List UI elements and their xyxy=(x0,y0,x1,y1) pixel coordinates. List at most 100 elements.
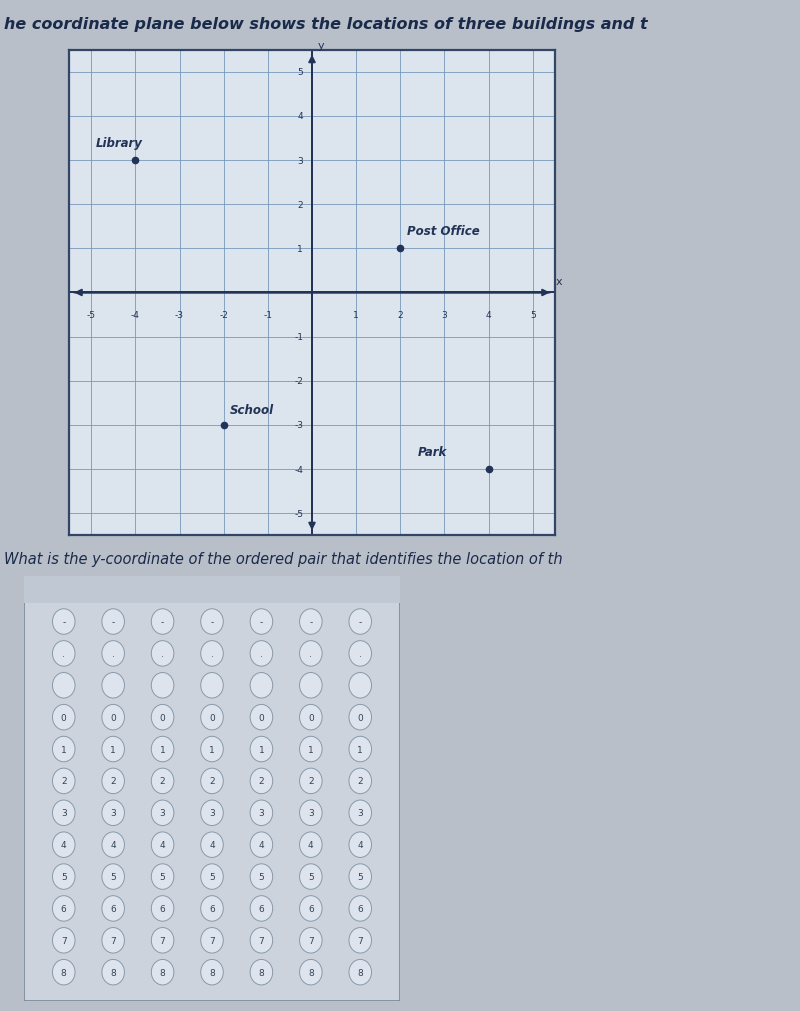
Circle shape xyxy=(299,864,322,890)
Text: 2: 2 xyxy=(61,776,66,786)
Text: 4: 4 xyxy=(358,840,363,849)
Circle shape xyxy=(349,928,371,953)
Circle shape xyxy=(349,959,371,985)
Circle shape xyxy=(53,959,75,985)
Circle shape xyxy=(201,768,223,794)
Text: 2: 2 xyxy=(398,310,403,319)
Text: 1: 1 xyxy=(358,745,363,754)
Text: 3: 3 xyxy=(258,809,264,818)
Circle shape xyxy=(349,673,371,699)
Text: 0: 0 xyxy=(358,713,363,722)
Circle shape xyxy=(53,641,75,666)
Circle shape xyxy=(151,641,174,666)
Text: 0: 0 xyxy=(258,713,264,722)
Circle shape xyxy=(53,673,75,699)
Text: 7: 7 xyxy=(358,936,363,945)
Text: 3: 3 xyxy=(209,809,215,818)
Circle shape xyxy=(299,832,322,857)
Circle shape xyxy=(250,832,273,857)
Text: 4: 4 xyxy=(110,840,116,849)
Circle shape xyxy=(250,641,273,666)
Circle shape xyxy=(151,801,174,826)
Circle shape xyxy=(102,864,125,890)
Text: Post Office: Post Office xyxy=(407,225,480,238)
Text: y: y xyxy=(318,41,324,52)
Text: School: School xyxy=(230,403,274,417)
Circle shape xyxy=(53,801,75,826)
Text: he coordinate plane below shows the locations of three buildings and t: he coordinate plane below shows the loca… xyxy=(4,17,648,32)
Text: 8: 8 xyxy=(160,968,166,977)
Circle shape xyxy=(151,864,174,890)
Circle shape xyxy=(201,928,223,953)
Text: -: - xyxy=(161,618,164,627)
Circle shape xyxy=(201,896,223,921)
Bar xyxy=(24,576,400,604)
Circle shape xyxy=(349,801,371,826)
Circle shape xyxy=(151,610,174,635)
Text: 2: 2 xyxy=(298,200,303,209)
Text: 4: 4 xyxy=(160,840,166,849)
Circle shape xyxy=(349,737,371,762)
Text: 3: 3 xyxy=(110,809,116,818)
Circle shape xyxy=(53,705,75,730)
Text: 5: 5 xyxy=(160,872,166,882)
Circle shape xyxy=(299,610,322,635)
Text: 4: 4 xyxy=(258,840,264,849)
Text: 7: 7 xyxy=(160,936,166,945)
Text: 5: 5 xyxy=(61,872,66,882)
Text: 5: 5 xyxy=(110,872,116,882)
Text: -4: -4 xyxy=(294,465,303,474)
Circle shape xyxy=(201,959,223,985)
Text: 3: 3 xyxy=(358,809,363,818)
Circle shape xyxy=(349,768,371,794)
Text: 2: 2 xyxy=(209,776,215,786)
Text: Park: Park xyxy=(418,446,447,459)
Circle shape xyxy=(201,641,223,666)
Text: 8: 8 xyxy=(258,968,264,977)
Circle shape xyxy=(102,641,125,666)
Text: .: . xyxy=(112,649,114,658)
Circle shape xyxy=(250,737,273,762)
Text: 6: 6 xyxy=(110,904,116,913)
Circle shape xyxy=(53,768,75,794)
Circle shape xyxy=(299,705,322,730)
Text: .: . xyxy=(359,649,362,658)
Text: Library: Library xyxy=(96,136,142,150)
Text: 2: 2 xyxy=(160,776,166,786)
Circle shape xyxy=(299,928,322,953)
Circle shape xyxy=(102,896,125,921)
Text: 8: 8 xyxy=(209,968,215,977)
Text: 7: 7 xyxy=(308,936,314,945)
Circle shape xyxy=(151,832,174,857)
Circle shape xyxy=(349,896,371,921)
Text: 8: 8 xyxy=(358,968,363,977)
Circle shape xyxy=(151,768,174,794)
Text: 3: 3 xyxy=(442,310,447,319)
Circle shape xyxy=(151,737,174,762)
Text: -3: -3 xyxy=(294,421,303,430)
Text: .: . xyxy=(161,649,164,658)
Circle shape xyxy=(102,959,125,985)
Text: 0: 0 xyxy=(308,713,314,722)
Text: 0: 0 xyxy=(61,713,66,722)
Text: 3: 3 xyxy=(308,809,314,818)
Text: .: . xyxy=(62,649,65,658)
Text: 3: 3 xyxy=(160,809,166,818)
Text: 2: 2 xyxy=(358,776,363,786)
Text: 6: 6 xyxy=(209,904,215,913)
Text: -: - xyxy=(111,618,114,627)
Text: 1: 1 xyxy=(308,745,314,754)
Text: 4: 4 xyxy=(61,840,66,849)
Text: 7: 7 xyxy=(61,936,66,945)
Text: 6: 6 xyxy=(308,904,314,913)
Circle shape xyxy=(349,864,371,890)
Circle shape xyxy=(201,801,223,826)
Text: 1: 1 xyxy=(354,310,359,319)
Text: 4: 4 xyxy=(486,310,491,319)
Text: -2: -2 xyxy=(219,310,228,319)
Circle shape xyxy=(53,610,75,635)
Text: 1: 1 xyxy=(160,745,166,754)
Text: -: - xyxy=(310,618,313,627)
Text: 5: 5 xyxy=(298,68,303,77)
Circle shape xyxy=(201,832,223,857)
